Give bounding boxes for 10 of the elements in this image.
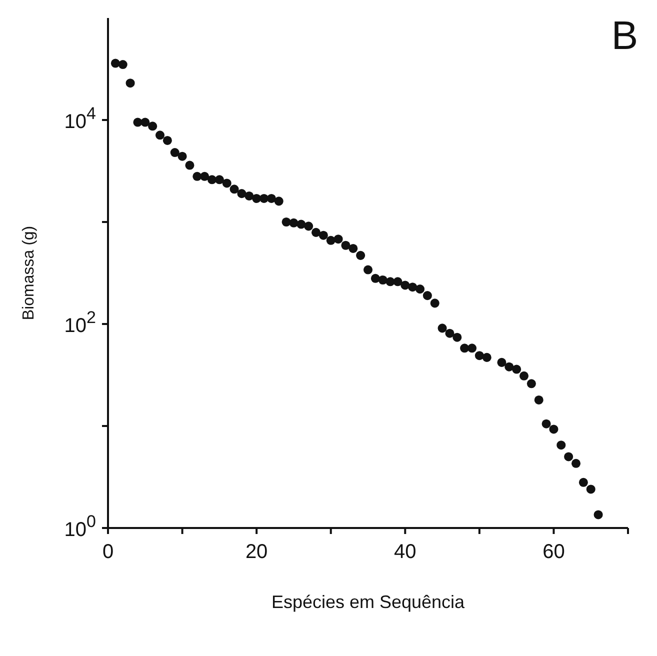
y-tick-label: 10$^{2}$ [64, 308, 96, 337]
y-axis-title: Biomassa (g) [20, 226, 38, 320]
x-tick-label: 40 [394, 541, 416, 563]
x-tick-label: 20 [245, 541, 268, 563]
x-axis-title: Espécies em Sequência [271, 592, 466, 612]
x-tick-label: 60 [542, 541, 565, 563]
y-tick-label: 10$^{4}$ [64, 104, 96, 133]
annotation: B [611, 14, 638, 59]
x-tick-label: 0 [102, 541, 114, 563]
y-tick-label: 10$^{0}$ [64, 512, 96, 541]
